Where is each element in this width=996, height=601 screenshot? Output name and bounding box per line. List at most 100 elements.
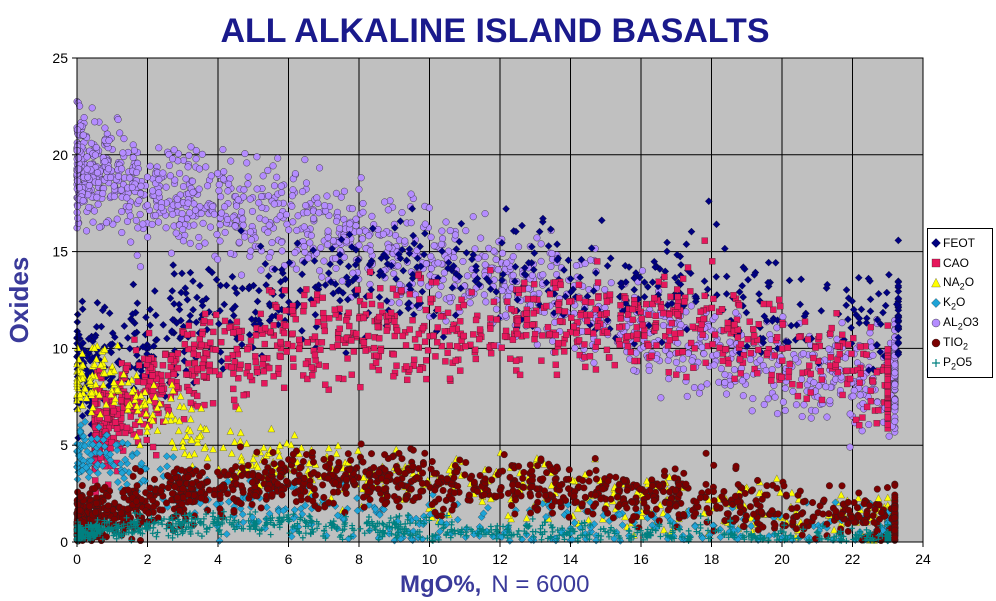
point-cao <box>651 294 658 302</box>
point-al2o3 <box>837 373 845 381</box>
point-cao <box>437 313 445 320</box>
point-al2o3 <box>83 153 91 161</box>
point-al2o3 <box>259 172 267 180</box>
point-cao <box>360 314 367 322</box>
point-al2o3 <box>846 443 854 451</box>
point-al2o3 <box>216 221 224 229</box>
point-al2o3 <box>687 302 695 310</box>
point-al2o3 <box>134 224 142 232</box>
point-cao <box>679 275 687 282</box>
point-al2o3 <box>738 377 746 385</box>
point-al2o3 <box>294 212 302 220</box>
point-cao <box>734 334 742 341</box>
point-al2o3 <box>220 168 228 176</box>
point-cao <box>206 361 213 368</box>
point-cao <box>502 327 510 335</box>
point-al2o3 <box>798 375 806 383</box>
point-tio2 <box>613 493 621 501</box>
point-tio2 <box>512 496 520 504</box>
point-al2o3 <box>93 193 101 201</box>
point-cao <box>709 258 716 265</box>
point-al2o3 <box>94 169 102 177</box>
point-al2o3 <box>548 249 556 257</box>
point-cao <box>698 321 705 328</box>
point-cao <box>390 373 397 380</box>
point-cao <box>884 359 891 366</box>
point-cao <box>665 369 672 376</box>
point-tio2 <box>395 503 403 511</box>
point-cao <box>113 425 121 432</box>
point-al2o3 <box>178 210 186 218</box>
point-al2o3 <box>166 172 174 180</box>
point-cao <box>209 400 217 407</box>
point-al2o3 <box>445 294 453 302</box>
point-cao <box>409 317 416 324</box>
point-tio2 <box>671 474 679 482</box>
point-al2o3 <box>92 143 100 151</box>
point-cao <box>320 309 327 317</box>
point-cao <box>754 370 761 377</box>
point-al2o3 <box>587 256 595 264</box>
point-cao <box>523 310 531 317</box>
point-tio2 <box>870 518 878 526</box>
point-al2o3 <box>216 237 224 245</box>
point-al2o3 <box>683 392 691 400</box>
point-tio2 <box>257 504 265 512</box>
point-al2o3 <box>346 220 354 228</box>
point-tio2 <box>732 462 740 470</box>
point-al2o3 <box>128 183 136 191</box>
point-al2o3 <box>253 185 261 193</box>
point-al2o3 <box>332 264 340 272</box>
point-al2o3 <box>756 356 764 364</box>
point-al2o3 <box>891 380 899 388</box>
point-cao <box>645 311 652 318</box>
point-cao <box>290 363 297 370</box>
point-cao <box>582 363 589 371</box>
point-cao <box>586 353 594 360</box>
point-cao <box>668 319 676 327</box>
point-cao <box>674 311 681 318</box>
point-al2o3 <box>485 244 493 252</box>
point-cao <box>764 350 771 357</box>
point-cao <box>884 382 891 389</box>
point-tio2 <box>661 467 669 475</box>
point-cao <box>778 374 785 381</box>
point-cao <box>884 401 891 408</box>
point-cao <box>523 332 530 339</box>
point-cao <box>434 306 442 313</box>
point-al2o3 <box>492 305 500 313</box>
point-al2o3 <box>215 187 223 195</box>
point-cao <box>850 334 857 342</box>
point-cao <box>770 306 777 313</box>
point-cao <box>624 333 631 340</box>
point-al2o3 <box>96 223 104 231</box>
point-cao <box>174 350 182 357</box>
point-cao <box>546 331 553 338</box>
point-al2o3 <box>169 155 177 163</box>
point-tio2 <box>374 485 382 493</box>
point-cao <box>377 347 385 354</box>
point-cao <box>210 328 217 336</box>
point-cao <box>666 336 673 344</box>
point-cao <box>641 332 648 340</box>
point-cao <box>393 327 401 334</box>
point-cao <box>581 354 588 361</box>
point-al2o3 <box>246 228 254 236</box>
point-al2o3 <box>224 187 232 195</box>
point-cao <box>383 327 390 334</box>
point-al2o3 <box>125 203 133 211</box>
point-cao <box>884 322 891 329</box>
point-al2o3 <box>395 299 403 307</box>
point-cao <box>514 317 522 325</box>
point-cao <box>202 310 209 318</box>
point-cao <box>846 375 854 383</box>
point-al2o3 <box>171 176 179 184</box>
point-al2o3 <box>197 209 205 217</box>
point-cao <box>673 286 681 293</box>
point-al2o3 <box>118 165 126 173</box>
point-cao <box>200 372 208 380</box>
point-cao <box>112 419 119 426</box>
point-al2o3 <box>841 354 849 362</box>
point-cao <box>102 410 110 417</box>
